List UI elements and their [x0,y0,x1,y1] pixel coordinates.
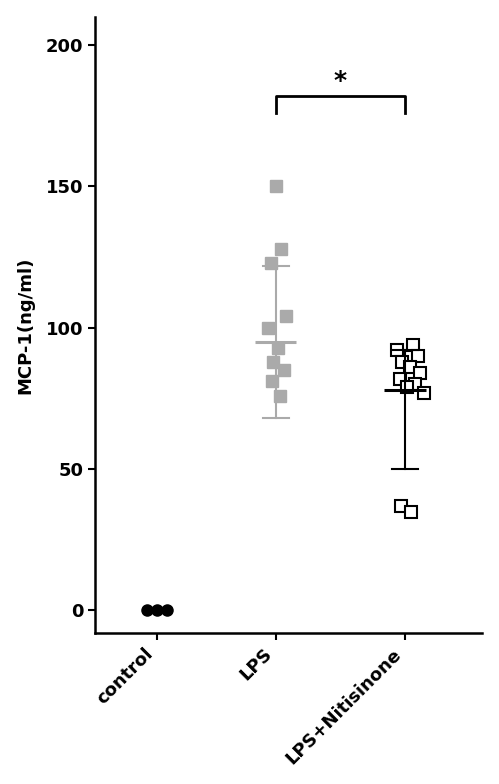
Text: *: * [334,69,347,93]
Y-axis label: MCP-1(ng/ml): MCP-1(ng/ml) [16,256,34,394]
